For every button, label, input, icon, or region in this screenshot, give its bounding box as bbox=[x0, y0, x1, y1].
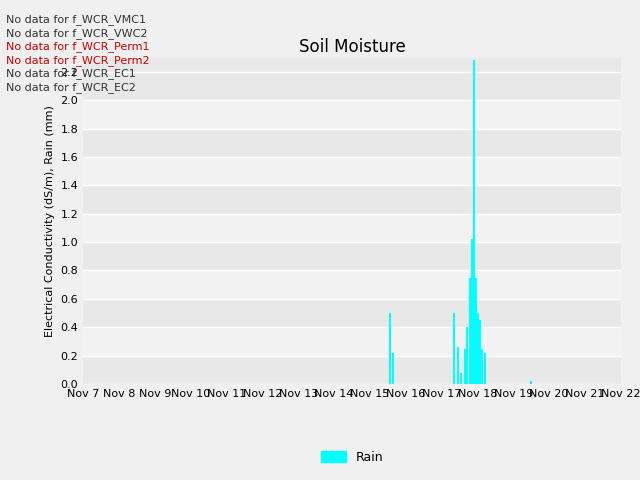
Bar bbox=[481, 348, 483, 384]
Bar bbox=[83, 157, 621, 185]
Bar bbox=[530, 381, 532, 384]
Bar bbox=[83, 327, 621, 356]
Bar bbox=[388, 313, 390, 384]
Bar bbox=[479, 320, 481, 384]
Bar bbox=[83, 100, 621, 129]
Bar bbox=[468, 277, 470, 384]
Text: No data for f_WCR_VWC2: No data for f_WCR_VWC2 bbox=[6, 28, 148, 39]
Text: No data for f_WCR_Perm2: No data for f_WCR_Perm2 bbox=[6, 55, 150, 66]
Text: No data for f_WCR_EC1: No data for f_WCR_EC1 bbox=[6, 68, 136, 79]
Bar bbox=[83, 214, 621, 242]
Legend: Rain: Rain bbox=[316, 446, 388, 469]
Bar bbox=[477, 313, 479, 384]
Bar bbox=[460, 372, 462, 384]
Bar bbox=[392, 353, 394, 384]
Bar bbox=[467, 327, 468, 384]
Bar bbox=[475, 277, 477, 384]
Bar bbox=[473, 60, 475, 384]
Text: No data for f_WCR_Perm1: No data for f_WCR_Perm1 bbox=[6, 41, 150, 52]
Text: No data for f_WCR_VMC1: No data for f_WCR_VMC1 bbox=[6, 14, 147, 25]
Text: No data for f_WCR_EC2: No data for f_WCR_EC2 bbox=[6, 82, 136, 93]
Bar bbox=[464, 348, 466, 384]
Y-axis label: Electrical Conductivity (dS/m), Rain (mm): Electrical Conductivity (dS/m), Rain (mm… bbox=[45, 105, 55, 337]
Bar bbox=[471, 239, 473, 384]
Title: Soil Moisture: Soil Moisture bbox=[299, 38, 405, 56]
Bar bbox=[457, 347, 459, 384]
Bar bbox=[453, 313, 455, 384]
Bar bbox=[83, 270, 621, 299]
Bar bbox=[484, 353, 486, 384]
